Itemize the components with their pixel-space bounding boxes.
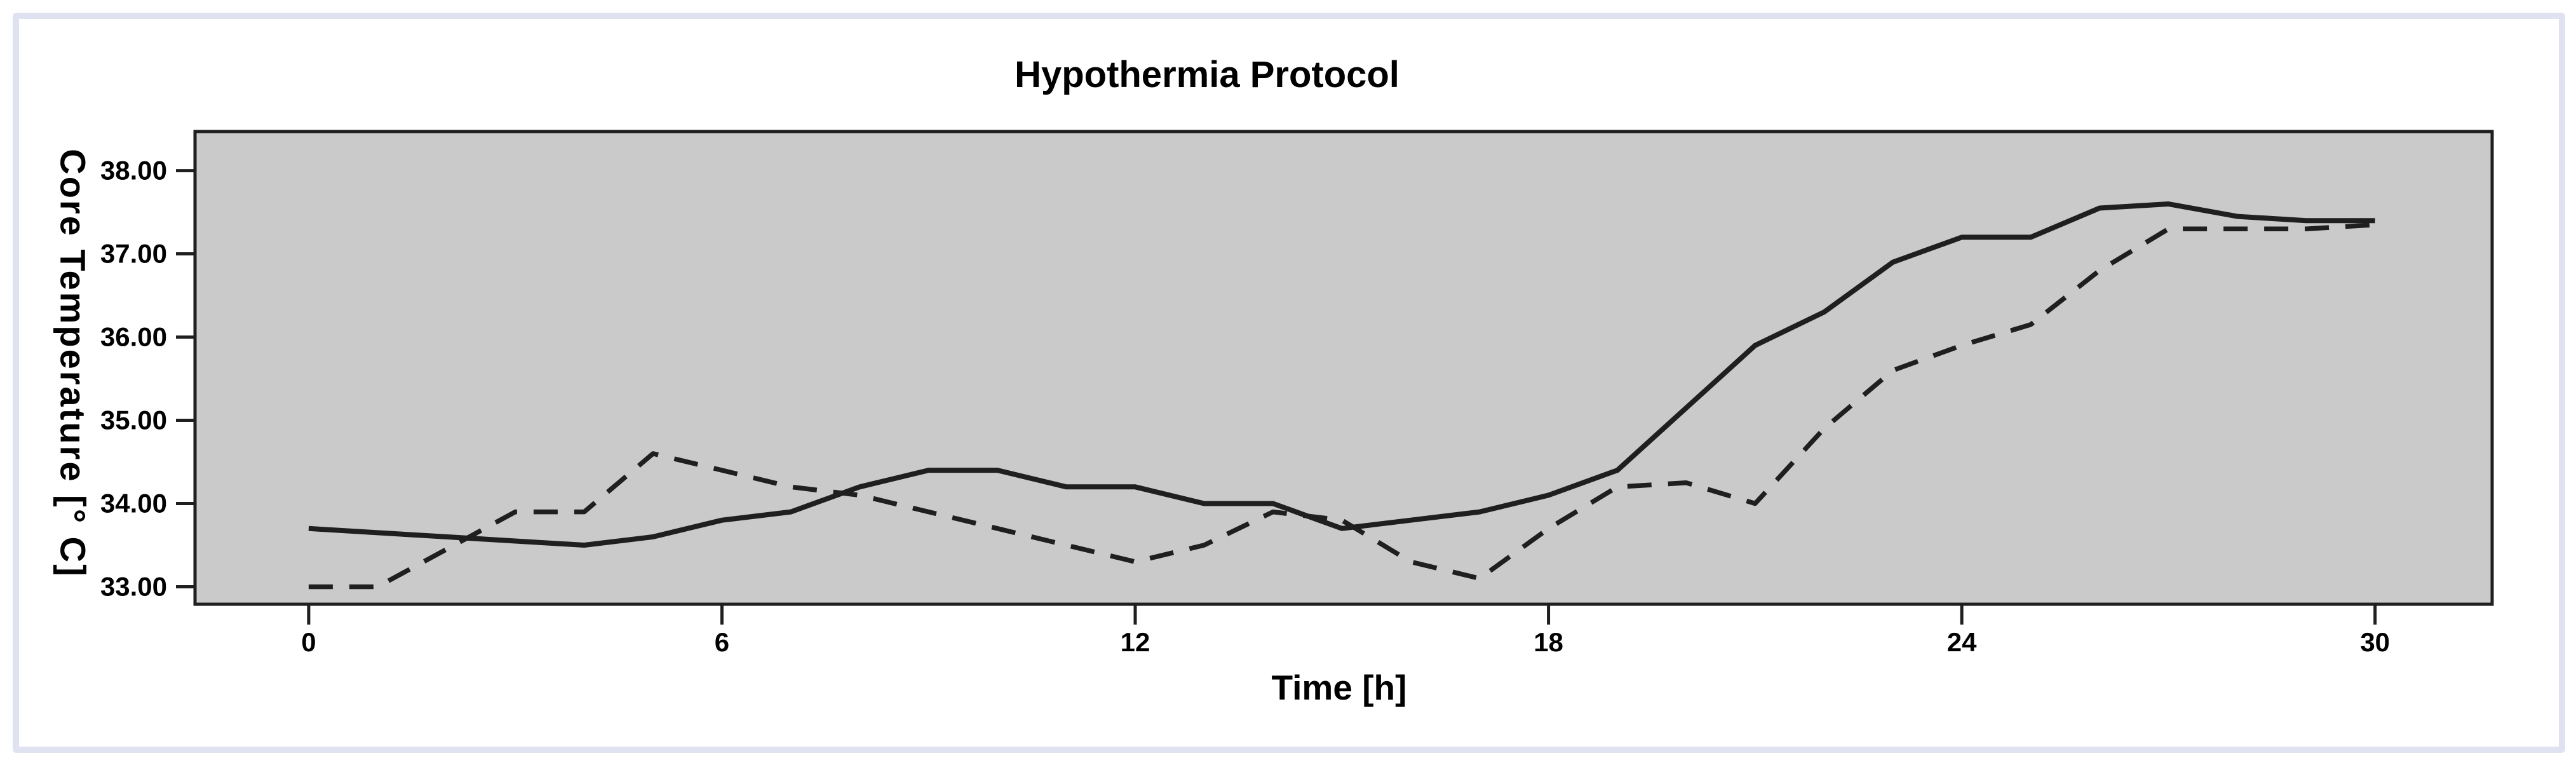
card-border (13, 13, 2565, 753)
x-tick-label: 24 (1947, 627, 1977, 657)
chart-title: Hypothermia Protocol (1015, 54, 1399, 95)
series-dashed-line (308, 222, 2375, 590)
series-solid-line (308, 201, 2375, 548)
x-axis-title: Time [h] (1271, 668, 1407, 707)
x-tick-label: 18 (1534, 627, 1563, 657)
x-tick-label: 0 (301, 627, 316, 657)
x-tick-label: 6 (715, 627, 729, 657)
y-tick-label: 35.00 (100, 405, 167, 435)
y-tick-label: 38.00 (100, 156, 167, 186)
x-tick-label: 30 (2360, 627, 2390, 657)
y-tick-label: 33.00 (100, 571, 167, 601)
y-tick-label: 36.00 (100, 322, 167, 352)
y-tick-label: 34.00 (100, 489, 167, 518)
plot-background (193, 130, 2494, 606)
y-tick-label: 37.00 (100, 239, 167, 269)
x-tick-label: 12 (1121, 627, 1150, 657)
